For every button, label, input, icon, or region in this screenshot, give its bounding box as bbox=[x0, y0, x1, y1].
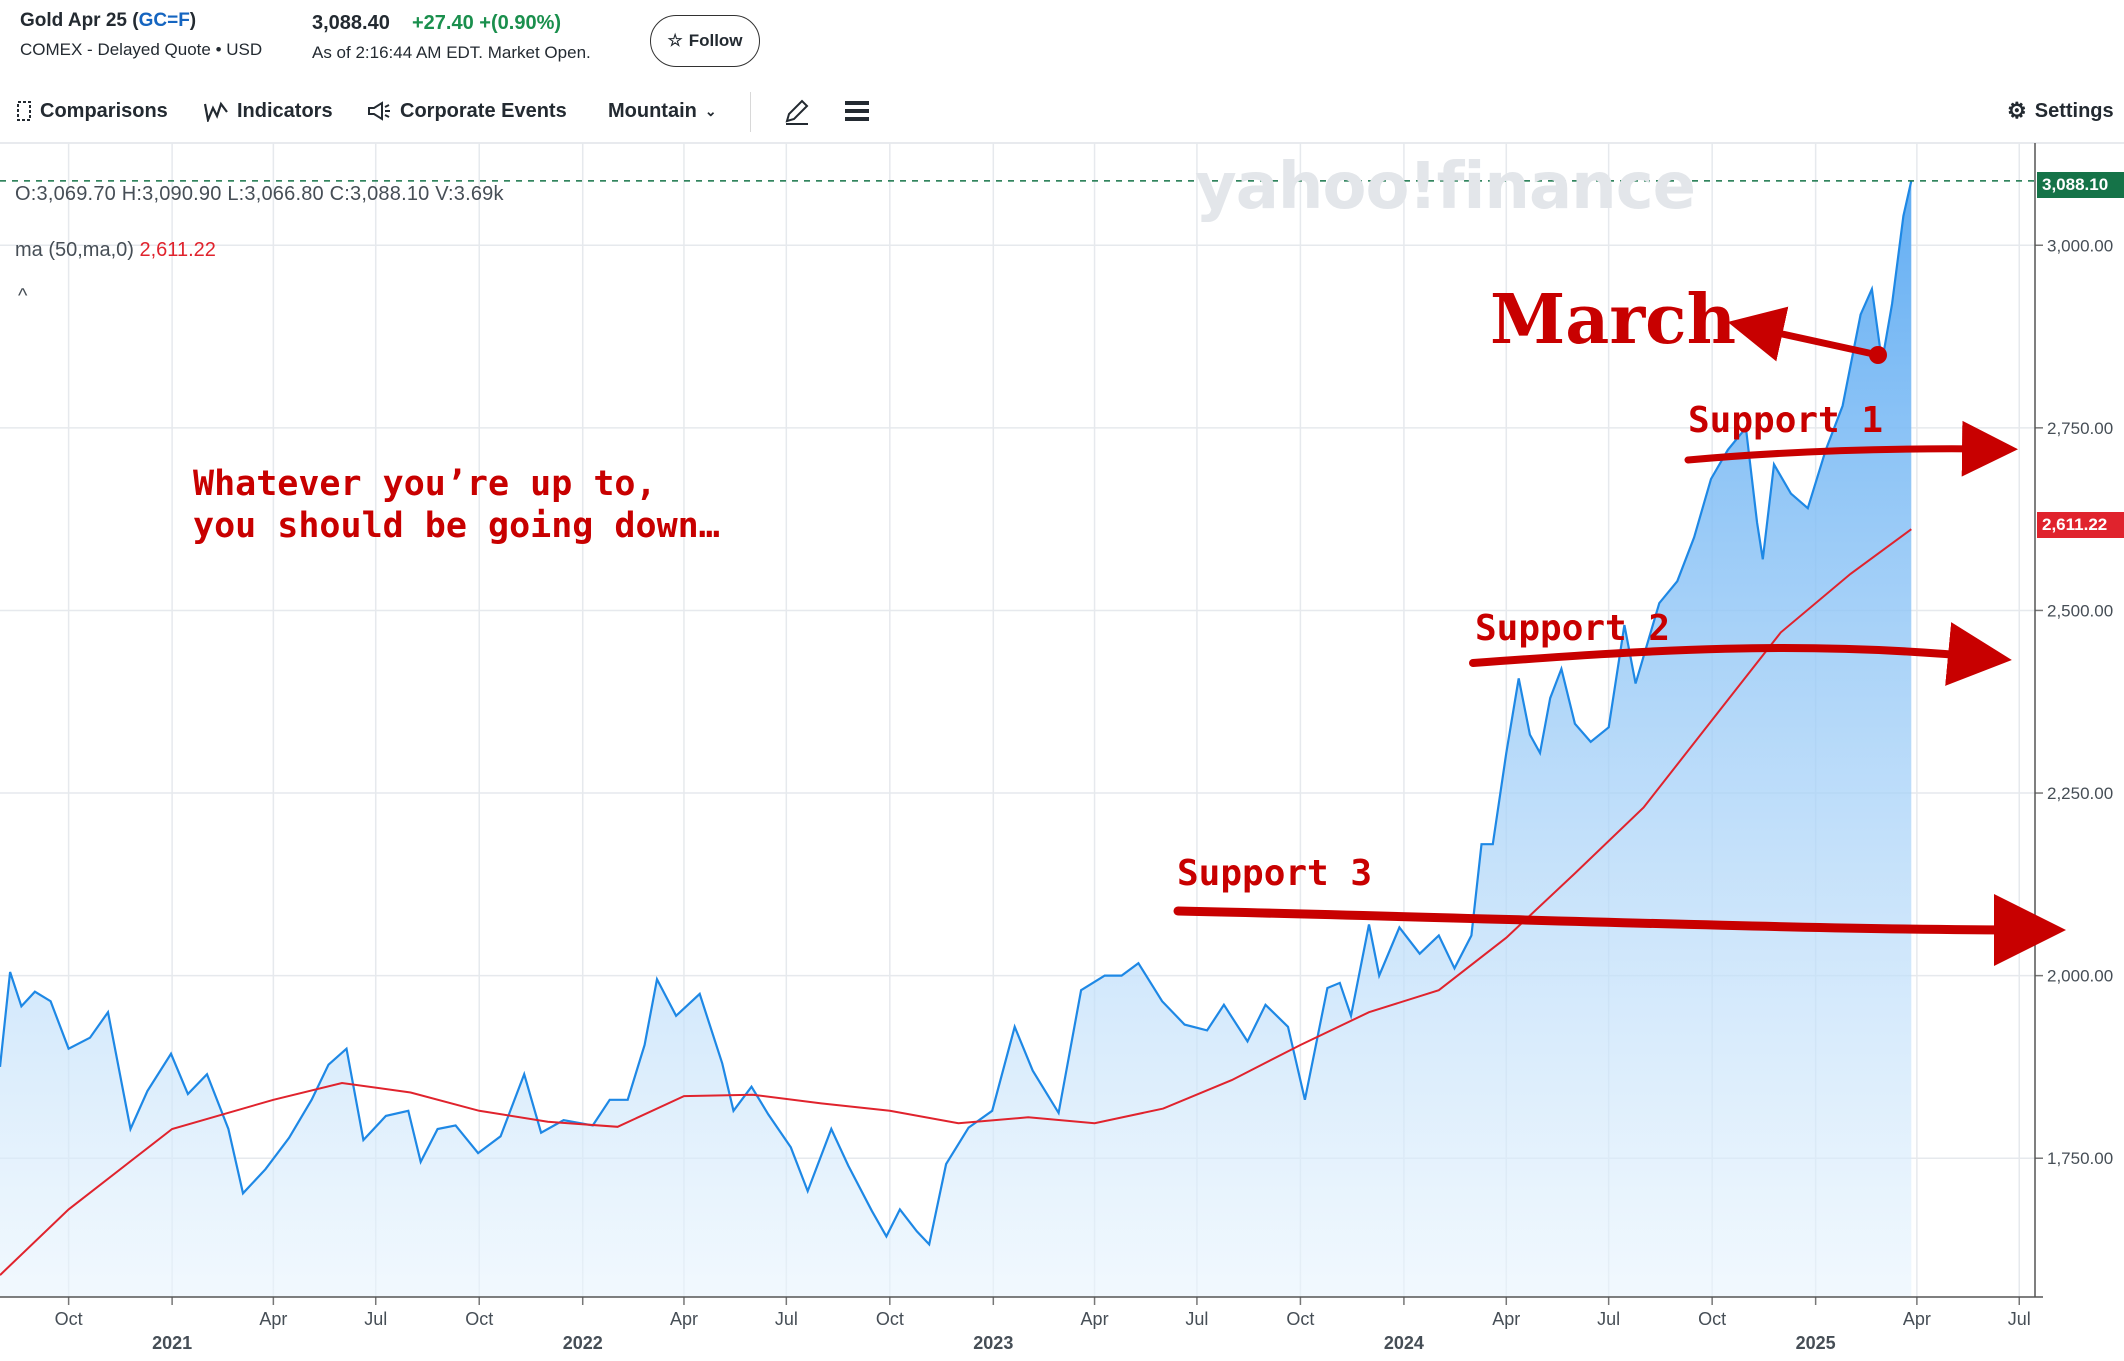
y-tick-label: 1,750.00 bbox=[2047, 1149, 2113, 1168]
annotation-note-line2: you should be going down… bbox=[193, 506, 720, 546]
last-price: 3,088.40 bbox=[312, 12, 390, 34]
annotation-support-3: Support 3 bbox=[1177, 853, 1373, 894]
comparisons-label: Comparisons bbox=[40, 99, 168, 122]
draw-button[interactable] bbox=[782, 94, 812, 128]
x-tick-label: Oct bbox=[1698, 1309, 1726, 1329]
chart-toolbar: Comparisons Indicators Corporate Events … bbox=[0, 90, 2124, 132]
ma-legend-value: 2,611.22 bbox=[139, 239, 216, 261]
chevron-down-icon: ⌄ bbox=[704, 102, 717, 119]
x-tick-label: 2022 bbox=[563, 1333, 603, 1353]
toolbar-divider bbox=[750, 92, 751, 132]
annotation-note-line1: Whatever you’re up to, bbox=[193, 464, 657, 504]
annotation-march: March bbox=[1490, 280, 1737, 360]
y-tick-label: 2,750.00 bbox=[2047, 419, 2113, 438]
ma-legend-label: ma (50,ma,0) bbox=[15, 239, 134, 261]
annotation-arrows bbox=[1173, 306, 2066, 966]
x-tick-label: Apr bbox=[1081, 1309, 1109, 1329]
collapse-legend-icon[interactable]: ^ bbox=[18, 285, 28, 307]
x-tick-label: Apr bbox=[670, 1309, 698, 1329]
annotation-note: Whatever you’re up to, you should be goi… bbox=[193, 463, 720, 547]
x-tick-label: Jul bbox=[2008, 1309, 2031, 1329]
menu-icon bbox=[845, 101, 869, 121]
support2-arrow bbox=[1469, 622, 2012, 686]
instrument-name: Gold Apr 25 bbox=[20, 10, 127, 31]
change-value: +27.40 bbox=[412, 12, 474, 34]
x-tick-label: Jul bbox=[364, 1309, 387, 1329]
last-price-badge: 3,088.10 bbox=[2037, 172, 2124, 198]
star-icon: ☆ bbox=[667, 31, 683, 50]
y-tick-label: 2,250.00 bbox=[2047, 784, 2113, 803]
annotation-support-1: Support 1 bbox=[1688, 400, 1884, 441]
quote-timestamp: As of 2:16:44 AM EDT. Market Open. bbox=[312, 43, 591, 62]
axes: 1,750.00 2,000.00 2,250.00 2,500.00 2,750.00… bbox=[0, 143, 2113, 1353]
x-tick-label: Jul bbox=[1597, 1309, 1620, 1329]
x-tick-label: 2023 bbox=[973, 1333, 1013, 1353]
pencil-icon bbox=[785, 99, 809, 125]
chart-type-dropdown[interactable]: Mountain ⌄ bbox=[608, 94, 717, 128]
moving-average-line bbox=[0, 528, 1912, 1276]
gear-icon: ⚙ bbox=[2007, 98, 2027, 123]
ma-price-badge: 2,611.22 bbox=[2037, 512, 2124, 538]
x-tick-label: 2025 bbox=[1796, 1333, 1836, 1353]
annotation-support-2: Support 2 bbox=[1475, 608, 1671, 649]
ma-legend[interactable]: ma (50,ma,0) 2,611.22 bbox=[15, 239, 216, 262]
comparisons-button[interactable]: Comparisons bbox=[16, 94, 168, 128]
x-tick-label: Apr bbox=[1492, 1309, 1520, 1329]
march-arrow bbox=[1727, 306, 1882, 362]
x-tick-label: 2021 bbox=[152, 1333, 192, 1353]
megaphone-icon bbox=[368, 101, 390, 121]
y-tick-label: 2,500.00 bbox=[2047, 601, 2113, 620]
corporate-events-label: Corporate Events bbox=[400, 99, 567, 122]
x-tick-label: 2024 bbox=[1384, 1333, 1424, 1353]
price-line bbox=[0, 180, 1913, 1247]
x-tick-label: Apr bbox=[1903, 1309, 1931, 1329]
quote-header: Gold Apr 25 (GC=F) COMEX - Delayed Quote… bbox=[0, 0, 2124, 84]
menu-button[interactable] bbox=[844, 94, 870, 128]
support3-arrow bbox=[1173, 893, 2066, 966]
x-tick-label: Jul bbox=[775, 1309, 798, 1329]
x-tick-label: Oct bbox=[1286, 1309, 1314, 1329]
indicators-icon bbox=[203, 101, 228, 122]
quote-title: Gold Apr 25 (GC=F) bbox=[20, 10, 197, 31]
indicators-label: Indicators bbox=[237, 99, 333, 122]
support1-arrow bbox=[1684, 420, 2018, 477]
ticker-symbol[interactable]: GC=F bbox=[138, 10, 190, 31]
follow-label: Follow bbox=[688, 31, 743, 50]
x-tick-label: Oct bbox=[876, 1309, 904, 1329]
x-tick-label: Apr bbox=[259, 1309, 287, 1329]
change-percent: +(0.90%) bbox=[479, 12, 562, 34]
y-tick-label: 2,000.00 bbox=[2047, 967, 2113, 986]
price-area-fill bbox=[0, 180, 1912, 1297]
yahoo-finance-watermark: yahoo!finance bbox=[1195, 150, 1696, 224]
corporate-events-button[interactable]: Corporate Events bbox=[366, 94, 567, 128]
x-tick-label: Oct bbox=[55, 1309, 83, 1329]
x-tick-label: Oct bbox=[465, 1309, 493, 1329]
ohlc-readout: O:3,069.70 H:3,090.90 L:3,066.80 C:3,088… bbox=[15, 183, 504, 205]
comparisons-icon bbox=[17, 101, 31, 121]
chart-type-label: Mountain bbox=[608, 99, 697, 122]
ma-line bbox=[0, 528, 1912, 1276]
price-area bbox=[0, 180, 2035, 1297]
indicators-button[interactable]: Indicators bbox=[203, 94, 333, 128]
price-change: +27.40 +(0.90%) bbox=[412, 12, 561, 35]
y-tick-label: 3,000.00 bbox=[2047, 236, 2113, 255]
x-tick-label: Jul bbox=[1185, 1309, 1208, 1329]
march-arrow-origin bbox=[1869, 346, 1887, 364]
follow-button[interactable]: ☆ Follow bbox=[650, 15, 760, 67]
settings-button[interactable]: ⚙ Settings bbox=[2007, 94, 2114, 128]
exchange-info: COMEX - Delayed Quote • USD bbox=[20, 40, 263, 59]
settings-label: Settings bbox=[2034, 99, 2114, 122]
